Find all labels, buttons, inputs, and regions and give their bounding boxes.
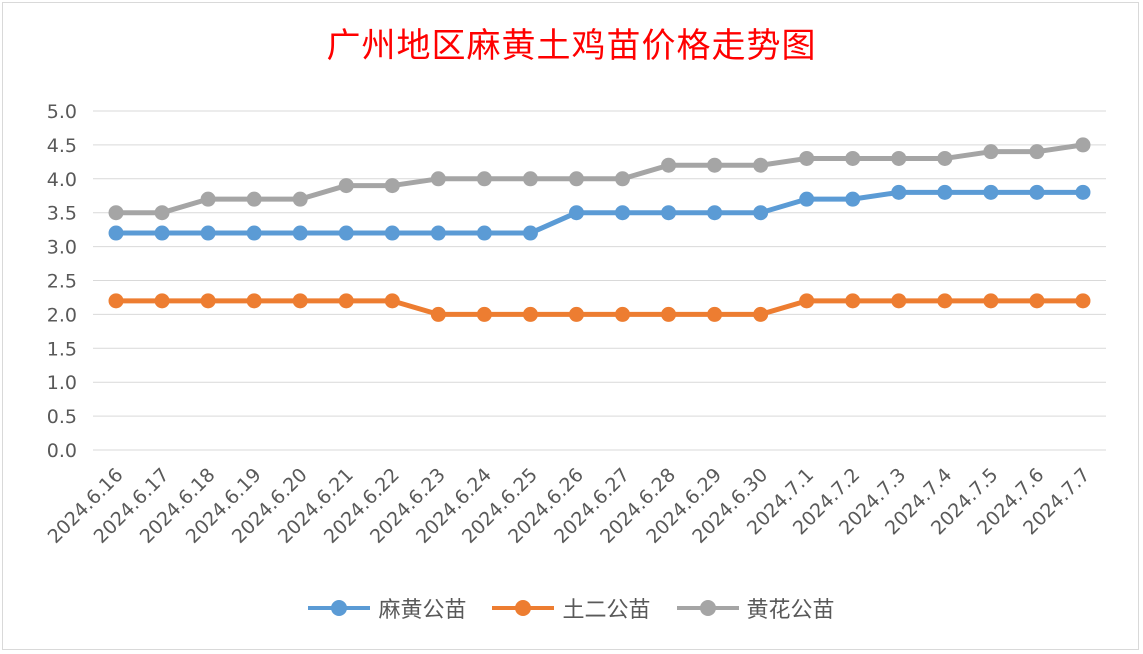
legend-label: 麻黄公苗	[378, 598, 467, 623]
data-point	[108, 225, 124, 241]
data-point	[430, 171, 446, 187]
legend-marker	[492, 600, 555, 616]
y-tick-label: 2.5	[47, 271, 77, 293]
y-tick-label: 1.5	[47, 338, 77, 360]
data-point	[845, 293, 861, 309]
data-point	[154, 225, 170, 241]
data-point	[799, 293, 815, 309]
data-point	[338, 293, 354, 309]
legend: 麻黄公苗 土二公苗 黄花公苗	[0, 592, 1143, 624]
data-point	[246, 293, 262, 309]
data-point	[1075, 293, 1091, 309]
series-line	[113, 142, 1086, 216]
data-point	[937, 184, 953, 200]
data-point	[476, 306, 492, 322]
data-point	[753, 157, 769, 173]
data-point	[522, 306, 538, 322]
data-point	[568, 205, 584, 221]
data-point	[707, 157, 723, 173]
data-point	[338, 225, 354, 241]
data-point	[891, 184, 907, 200]
data-point	[338, 178, 354, 194]
data-point	[108, 205, 124, 221]
data-point	[891, 150, 907, 166]
y-tick-label: 0.5	[47, 406, 77, 428]
data-point	[661, 205, 677, 221]
y-tick-label: 3.0	[47, 237, 77, 259]
data-point	[799, 191, 815, 207]
series-line	[113, 189, 1086, 236]
y-tick-label: 5.0	[47, 101, 77, 123]
data-point	[937, 150, 953, 166]
series-line	[113, 298, 1086, 317]
data-point	[522, 171, 538, 187]
data-point	[476, 225, 492, 241]
data-point	[476, 171, 492, 187]
data-point	[384, 293, 400, 309]
data-point	[430, 306, 446, 322]
y-tick-label: 1.0	[47, 372, 77, 394]
data-point	[615, 306, 631, 322]
data-point	[154, 205, 170, 221]
data-point	[661, 306, 677, 322]
data-point	[1029, 144, 1045, 160]
data-point	[292, 191, 308, 207]
data-point	[200, 225, 216, 241]
data-point	[1075, 184, 1091, 200]
data-point	[108, 293, 124, 309]
data-point	[1075, 137, 1091, 153]
data-point	[1029, 293, 1045, 309]
data-point	[983, 184, 999, 200]
data-point	[430, 225, 446, 241]
data-point	[384, 178, 400, 194]
legend-label: 黄花公苗	[746, 598, 835, 623]
data-point	[661, 157, 677, 173]
data-point	[615, 171, 631, 187]
data-point	[615, 205, 631, 221]
data-point	[891, 293, 907, 309]
data-point	[568, 306, 584, 322]
data-point	[246, 191, 262, 207]
legend-label: 土二公苗	[562, 598, 651, 623]
data-point	[384, 225, 400, 241]
data-point	[845, 150, 861, 166]
data-point	[799, 150, 815, 166]
legend-item: 麻黄公苗	[308, 592, 466, 624]
data-point	[983, 144, 999, 160]
data-point	[292, 225, 308, 241]
data-point	[522, 225, 538, 241]
y-tick-label: 2.0	[47, 304, 77, 326]
legend-item: 黄花公苗	[676, 592, 835, 624]
legend-item: 土二公苗	[492, 592, 651, 624]
data-point	[937, 293, 953, 309]
y-tick-label: 4.5	[47, 135, 77, 157]
data-point	[154, 293, 170, 309]
data-point	[753, 306, 769, 322]
legend-marker	[308, 600, 371, 616]
data-point	[707, 205, 723, 221]
data-point	[568, 171, 584, 187]
y-tick-label: 4.0	[47, 169, 77, 191]
y-tick-label: 0.0	[47, 440, 77, 462]
data-point	[845, 191, 861, 207]
data-point	[246, 225, 262, 241]
legend-marker	[676, 600, 739, 616]
chart-title: 广州地区麻黄土鸡苗价格走势图	[326, 26, 817, 66]
data-point	[1029, 184, 1045, 200]
y-tick-label: 3.5	[47, 203, 77, 225]
data-point	[753, 205, 769, 221]
data-point	[200, 191, 216, 207]
data-point	[707, 306, 723, 322]
data-point	[292, 293, 308, 309]
data-point	[200, 293, 216, 309]
data-point	[983, 293, 999, 309]
